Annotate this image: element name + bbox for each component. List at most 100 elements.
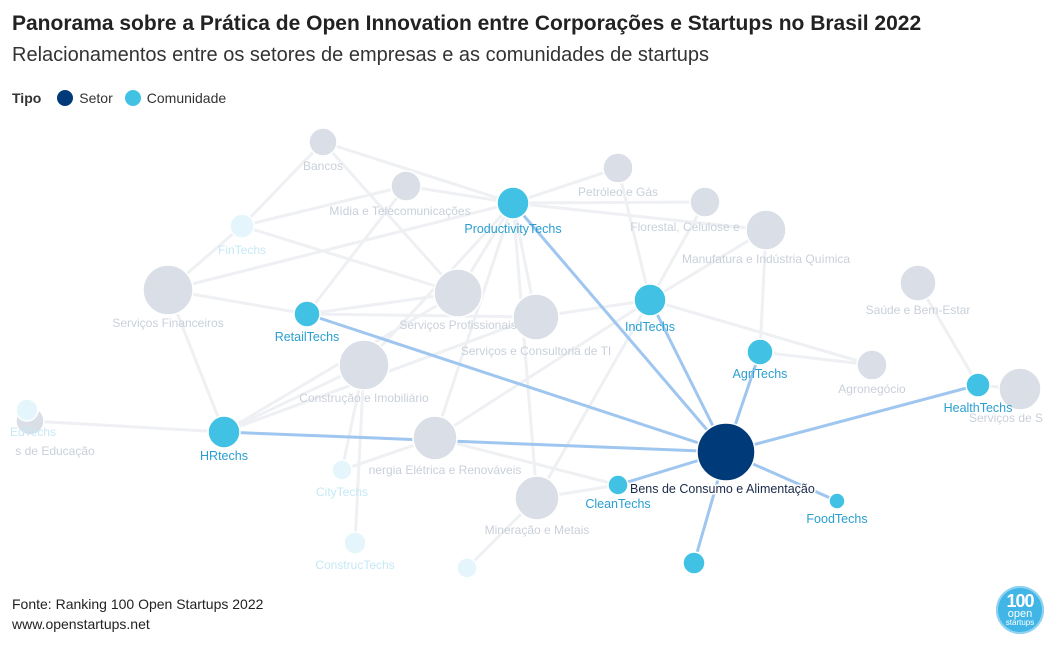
node-cleantechs[interactable] [607,474,629,496]
legend-swatch-comunidade [124,90,141,106]
edge-faded [305,184,408,316]
legend-item-setor[interactable]: Setor [57,90,113,106]
node-bens-de-consumo-e-alimentacao[interactable] [696,422,756,482]
edge-faded [305,312,538,319]
legend-label-comunidade: Comunidade [146,90,227,106]
edge-faded [433,201,515,440]
source-url[interactable]: www.openstartups.net [12,616,150,632]
edge-faded [353,363,366,545]
edge-faded [166,201,515,292]
node-citytechs[interactable] [331,459,353,481]
node-label-cleantechs: CleanTechs [585,497,650,511]
edge-faded [240,184,408,228]
node-label-servicos-profissionais: Serviços Profissionais [399,318,516,332]
edge-highlighted [222,430,728,454]
edge-faded [511,200,707,205]
edge-faded [511,201,539,500]
node-label-midia-e-telecomunicacoes: Mídia e Telecomunicações [329,204,470,218]
node-indtechs[interactable] [633,283,667,317]
edge-faded [321,140,460,295]
node-label-foodtechs: FoodTechs [806,512,867,526]
node-label-bancos: Bancos [303,159,343,173]
footer: Fonte: Ranking 100 Open Startups 2022 ww… [12,594,263,634]
node-saude-e-bem-estar[interactable] [899,264,937,302]
logo-line-3: startups [1005,618,1035,627]
node-label-agritechs: AgriTechs [733,367,788,381]
node-retailtechs[interactable] [293,300,321,328]
node-label-s-de-educacao: s de Educação [15,444,95,458]
node-servicos-de-s[interactable] [998,367,1042,411]
node-bancos[interactable] [308,127,338,157]
node-label-nergia-eletrica-e-renovaveis: nergia Elétrica e Renováveis [369,463,522,477]
edge-faded [648,228,768,302]
node-edtechs[interactable] [15,398,39,422]
node-construcao-e-imobiliario[interactable] [338,339,390,391]
node-label-edtechs: EdTechs [10,425,56,439]
edge-faded [404,184,515,205]
edge-faded [321,140,515,205]
edge-highlighted [305,312,728,454]
node-manufatura-e-industria-quimica[interactable] [745,209,787,251]
node-productivitytechs[interactable] [496,186,530,220]
edge-faded [433,436,620,487]
node-constructechs[interactable] [343,531,367,555]
node-unnamed[interactable] [456,557,478,579]
node-servicos-profissionais[interactable] [433,268,483,318]
chart-subtitle: Relacionamentos entre os setores de empr… [12,44,710,66]
node-fintechs[interactable] [229,213,255,239]
legend-title: Tipo [12,90,42,106]
edge-faded [535,298,652,500]
node-label-servicos-de-s: Serviços de S [969,411,1043,425]
node-agritechs[interactable] [746,338,774,366]
node-label-indtechs: IndTechs [625,320,675,334]
node-label-servicos-financeiros: Serviços Financeiros [112,316,223,330]
node-label-productivitytechs: ProductivityTechs [464,222,561,236]
node-label-fintechs: FinTechs [218,243,266,257]
edge-highlighted [511,201,728,454]
edge-faded [648,298,874,367]
edge-faded [648,200,707,302]
node-label-healthtechs: HealthTechs [944,401,1013,415]
node-nergia-eletrica-e-renovaveis[interactable] [412,415,458,461]
edge-highlighted [724,383,980,454]
node-label-construcao-e-imobiliario: Construção e Imobiliário [299,391,429,405]
edge-faded [240,224,460,295]
node-petroleo-e-gas[interactable] [602,152,634,184]
node-label-servicos-e-consultoria-de-ti: Serviços e Consultoria de TI [461,344,612,358]
network-graph[interactable]: Bens de Consumo e Alimentação Bancos Mídia… [0,110,1056,580]
node-unnamed[interactable] [682,551,706,575]
node-midia-e-telecomunicacoes[interactable] [390,170,422,202]
edge-faded [28,419,226,434]
edge-faded [511,201,768,232]
edge-faded [758,350,874,367]
node-label-retailtechs: RetailTechs [275,330,340,344]
node-agronegocio[interactable] [856,349,888,381]
nodes-layer [15,127,1042,579]
edge-faded [222,363,366,434]
node-label-manufatura-e-industria-quimica: Manufatura e Indústria Química [682,252,850,266]
legend-label-setor: Setor [79,90,113,106]
node-florestal-celulose-e[interactable] [689,186,721,218]
edge-faded [305,291,460,316]
node-label-agronegocio: Agronegócio [838,382,906,396]
node-foodtechs[interactable] [828,492,846,510]
node-servicos-financeiros[interactable] [142,264,194,316]
legend-swatch-setor [57,90,74,106]
chart-title: Panorama sobre a Prática de Open Innovat… [12,12,922,35]
node-label-bens-de-consumo-e-alimentacao: Bens de Consumo e Alimentação [630,482,815,496]
edge-faded [511,166,620,205]
edge-faded [240,140,325,228]
logo-line-1: 100 [1006,591,1034,611]
labels-layer: Bens de Consumo e Alimentação Bancos Mídia… [10,159,1043,572]
node-hrtechs[interactable] [207,415,241,449]
source-text: Fonte: Ranking 100 Open Startups 2022 [12,596,264,612]
node-mineracao-e-metais[interactable] [514,475,560,521]
legend-item-comunidade[interactable]: Comunidade [124,90,227,106]
edge-faded [916,281,980,387]
node-label-saude-e-bem-estar: Saúde e Bem-Estar [866,303,971,317]
node-label-florestal-celulose-e: Florestal, Celulose e [630,220,740,234]
node-servicos-e-consultoria-de-ti[interactable] [512,293,560,341]
node-healthtechs[interactable] [965,372,991,398]
highlighted-edges-layer [222,201,980,565]
edge-faded [616,166,652,302]
